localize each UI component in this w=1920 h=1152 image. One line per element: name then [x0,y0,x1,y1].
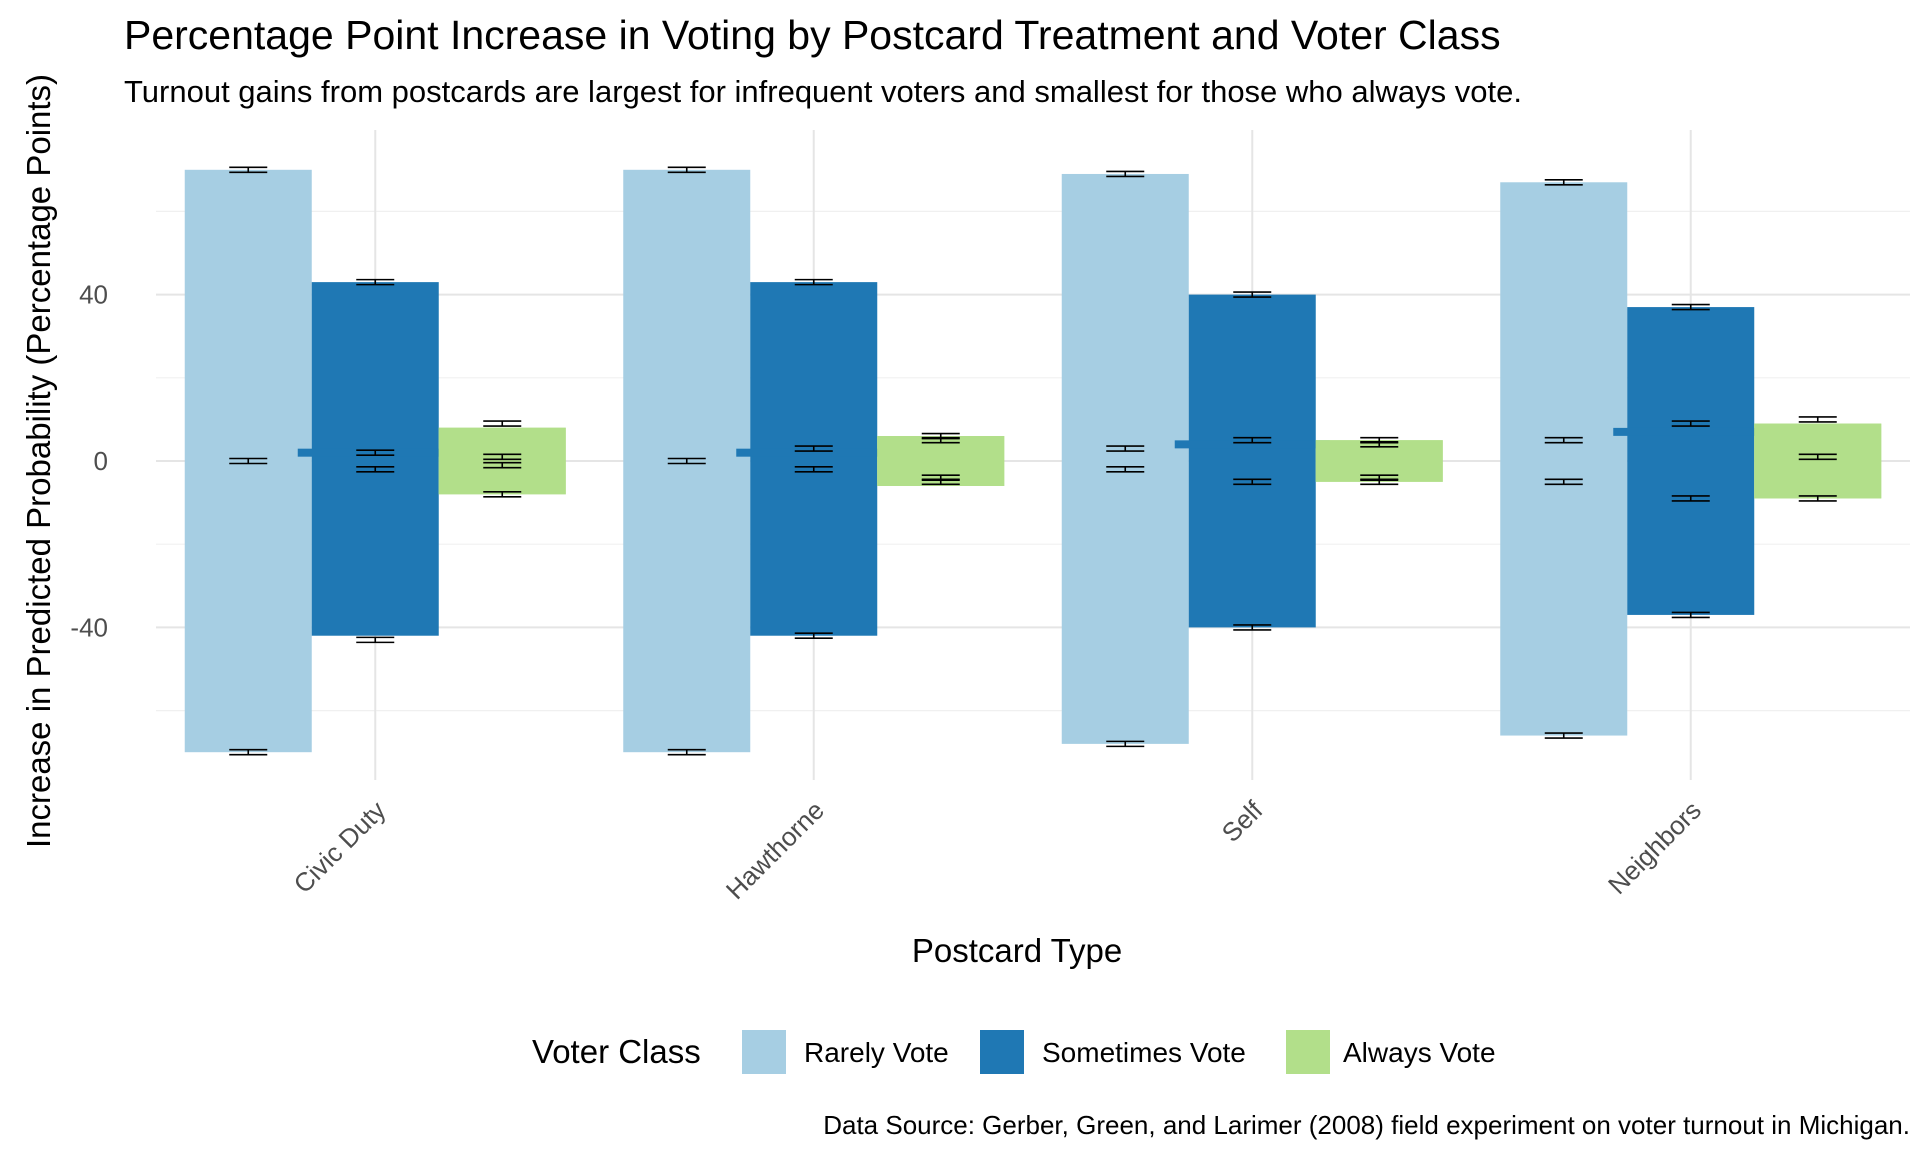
legend-key [742,1030,786,1074]
bar [311,282,439,636]
y-tick-label: -40 [70,612,108,642]
legend-key [1286,1030,1330,1074]
center-segment [736,448,892,457]
chart-subtitle: Turnout gains from postcards are largest… [124,74,1522,109]
chart-title: Percentage Point Increase in Voting by P… [124,12,1501,58]
bar [1754,423,1882,499]
x-tick-label: Civic Duty [288,795,392,899]
chart-caption: Data Source: Gerber, Green, and Larimer … [823,1110,1910,1140]
bar [750,282,878,636]
bar [1061,173,1189,744]
legend: Voter Class Rarely Vote Sometimes Vote Alwa… [532,1030,1496,1074]
legend-title: Voter Class [532,1033,701,1070]
legend-key [980,1030,1024,1074]
legend-label: Always Vote [1343,1037,1496,1068]
bar [1500,182,1628,736]
x-tick-label: Self [1216,794,1269,847]
x-axis-title: Postcard Type [912,932,1122,969]
y-tick-label: 40 [79,280,108,310]
legend-label: Sometimes Vote [1042,1037,1246,1068]
center-segment [1613,427,1769,436]
legend-label: Rarely Vote [804,1037,949,1068]
x-tick-label: Neighbors [1602,795,1707,900]
bar [1627,307,1755,615]
error-bars [229,166,1837,756]
y-axis-title: Increase in Predicted Probability (Perce… [20,74,57,848]
y-tick-label: 0 [94,446,108,476]
bars [184,169,1882,753]
center-segment [1174,440,1330,449]
bar [438,427,566,495]
x-tick-label: Hawthorne [720,795,830,905]
bar [1188,294,1316,628]
